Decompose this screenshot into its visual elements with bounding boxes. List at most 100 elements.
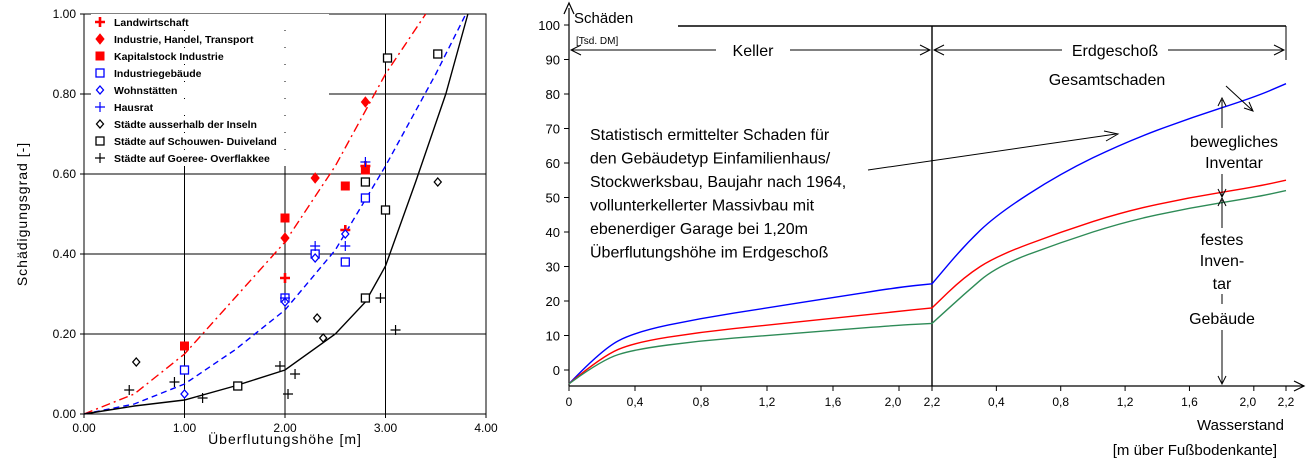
right-x-axis-label: Wasserstand — [1197, 417, 1284, 434]
x-tick-label: 2,0 — [885, 395, 902, 409]
description-line: den Gebäudetyp Einfamilienhaus/ — [590, 151, 831, 168]
data-point — [310, 241, 321, 251]
data-point — [433, 177, 443, 187]
data-point — [280, 273, 290, 283]
arrow-head — [1217, 196, 1227, 207]
y-tick-label: 90 — [546, 53, 560, 68]
x-tick-label: 2.00 — [273, 421, 297, 435]
fit-curve-dash-dot — [83, 13, 427, 415]
label-inventar: Inventar — [1205, 155, 1263, 172]
legend-marker — [95, 68, 105, 78]
series-hausrat — [280, 157, 371, 303]
legend-label: Städte auf Schouwen- Duiveland — [114, 136, 277, 148]
legend-label: Kapitalstock Industrie — [114, 51, 224, 63]
left-legend: Landwirtschaft Industrie, Handel, Transpo… — [91, 14, 329, 166]
y-tick-label: 50 — [546, 191, 560, 206]
y-tick-label: 0.60 — [53, 167, 77, 181]
right-x-axis-unit: [m über Fußbodenkante] — [1113, 442, 1277, 459]
right-y-axis-unit: [Tsd. DM] — [576, 36, 618, 47]
legend-bg — [91, 150, 329, 166]
gesamt-arrow — [1225, 85, 1253, 111]
annotations: Statistisch ermittelter Schaden für den G… — [590, 72, 1278, 386]
left-y-ticks: 0.00 0.20 0.40 0.60 0.80 1.00 — [53, 7, 84, 421]
x-tick-label: 2,2 — [1278, 395, 1295, 409]
data-point — [310, 172, 320, 184]
x-tick-label: 1,6 — [1181, 395, 1198, 409]
data-point — [310, 253, 320, 263]
left-x-ticks: 0.00 1.00 2.00 3.00 4.00 — [72, 414, 498, 435]
series-industrie-handel-transport — [280, 96, 371, 244]
data-point — [340, 241, 351, 251]
zone-label-keller: Keller — [733, 43, 775, 60]
legend-bg — [91, 133, 329, 149]
description-line: Überflutungshöhe im Erdgeschoß — [590, 244, 829, 262]
fit-curve-dashed — [83, 13, 467, 415]
data-point — [382, 53, 393, 63]
legend-label: Industriegebäude — [114, 68, 202, 80]
data-point — [390, 325, 401, 335]
description-line: Stockwerksbau, Baujahr nach 1964, — [590, 174, 846, 191]
zone-markers: Keller Erdgeschoß — [569, 43, 1286, 60]
data-point — [274, 361, 285, 371]
data-point — [197, 393, 208, 403]
data-point — [340, 257, 350, 267]
left-chart-damage-ratio: 0.00 1.00 2.00 3.00 4.00 0.00 0.20 0.40 0.60 0.80… — [14, 7, 498, 447]
data-point — [380, 205, 391, 215]
data-point — [169, 377, 180, 387]
zone-label-erdgeschoss: Erdgeschoß — [1072, 43, 1158, 60]
legend-label: Industrie, Handel, Transport — [114, 34, 254, 46]
legend-label: Hausrat — [114, 102, 154, 114]
y-tick-label: 0.80 — [53, 87, 77, 101]
data-point — [312, 313, 322, 323]
data-point — [233, 381, 243, 391]
description-line: ebenerdiger Garage bei 1,20m — [590, 221, 808, 238]
left-y-axis-label: Schädigungsgrad [-] — [14, 142, 30, 286]
data-point — [360, 165, 370, 175]
y-tick-label: 10 — [546, 329, 560, 344]
x-tick-label: 1,2 — [1117, 395, 1134, 409]
description-arrow-head — [1103, 130, 1120, 142]
legend-bg — [91, 48, 329, 64]
x-tick-label: 3.00 — [374, 421, 398, 435]
y-tick-label: 0.40 — [53, 247, 77, 261]
y-tick-label: 20 — [546, 294, 560, 309]
data-point — [283, 389, 294, 399]
x-tick-label: 1,2 — [759, 395, 776, 409]
series-st-dte-auf-goeree-overflakkee — [124, 293, 401, 403]
right-y-axis-label: Schäden — [574, 10, 633, 27]
series-wohnst-tten — [180, 229, 350, 399]
gesamt-arrow-head — [1243, 101, 1254, 112]
x-tick-label: 0,8 — [693, 395, 710, 409]
data-point — [360, 177, 371, 187]
legend-marker — [95, 33, 105, 45]
data-point — [280, 293, 290, 303]
legend-label: Städte ausserhalb der Inseln — [114, 119, 257, 131]
data-point — [375, 293, 386, 303]
x-tick-label: 0.00 — [72, 421, 96, 435]
data-point — [280, 213, 290, 223]
legend-label: Städte auf Goeree- Overflakkee — [114, 153, 270, 165]
y-tick-label: 40 — [546, 225, 560, 240]
zone-arrow-head — [919, 44, 932, 56]
data-point — [340, 181, 350, 191]
damage-line-series-3 — [568, 189, 1287, 385]
label-gebaeude: Gebäude — [1189, 311, 1255, 328]
legend-marker — [95, 51, 105, 61]
legend-bg — [91, 99, 329, 115]
legend-bg — [91, 82, 329, 98]
x-tick-label: 1,6 — [825, 395, 842, 409]
right-chart-damage-curves: 0 10 20 30 40 50 60 70 80 90 100 0 0,4 0,8 1,2 1,6 2,0 2,… — [538, 1, 1306, 459]
description-arrow — [867, 133, 1117, 171]
x-tick-label: 0,8 — [1052, 395, 1069, 409]
damage-line-gesamtschaden — [568, 83, 1287, 385]
series-landwirtschaft — [280, 161, 371, 283]
left-x-axis-label: Überflutungshöhe [m] — [208, 430, 362, 447]
legend-marker — [95, 85, 105, 95]
data-point — [179, 365, 190, 375]
data-point — [180, 389, 189, 399]
description-line: vollunterkellerter Massivbau mit — [590, 198, 815, 215]
y-tick-label: 60 — [546, 156, 560, 171]
y-tick-label: 0.20 — [53, 327, 77, 341]
label-bewegliches: bewegliches — [1190, 134, 1278, 151]
